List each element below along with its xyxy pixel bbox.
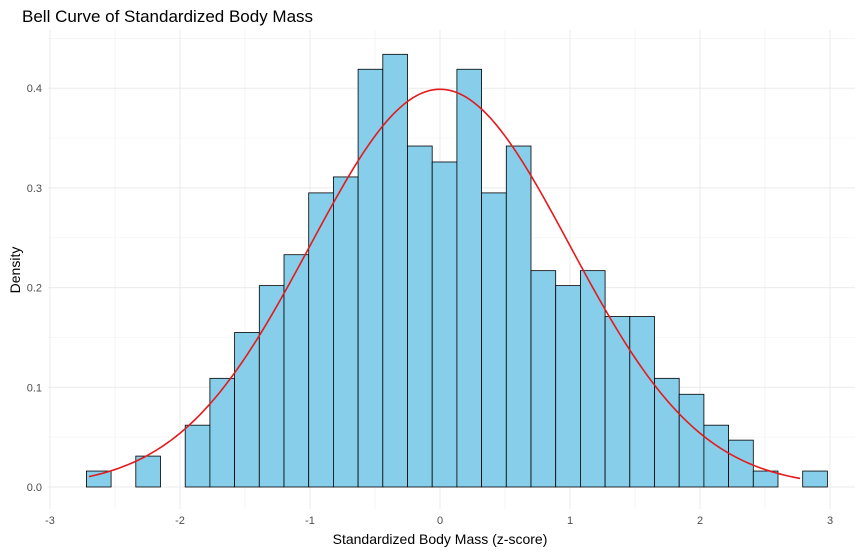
y-tick-label: 0.0 [27, 482, 42, 494]
x-tick-label: -3 [45, 515, 55, 527]
histogram-bars [86, 53, 828, 488]
y-axis-title: Density [7, 247, 23, 294]
x-tick-label: 1 [567, 515, 573, 527]
histogram-bar [604, 316, 631, 488]
histogram-bar [703, 424, 730, 488]
histogram-bar [555, 285, 581, 488]
x-tick-label: 2 [697, 515, 703, 527]
histogram-bar [283, 254, 310, 488]
y-axis-ticks: 0.0 0.1 0.2 0.3 0.4 [27, 83, 42, 494]
chart-title: Bell Curve of Standardized Body Mass [22, 7, 313, 26]
histogram-bar [580, 270, 606, 488]
y-tick-label: 0.3 [27, 183, 42, 195]
x-axis-title: Standardized Body Mass (z-score) [333, 531, 548, 547]
y-tick-label: 0.2 [27, 283, 42, 295]
histogram-bar [382, 53, 408, 488]
histogram-bar [752, 470, 779, 488]
histogram-bar [802, 470, 828, 488]
x-axis-ticks: -3 -2 -1 0 1 2 3 [45, 515, 833, 527]
histogram-bar [530, 270, 557, 488]
x-tick-label: 3 [827, 515, 833, 527]
histogram-bar [308, 192, 334, 488]
histogram-bar [135, 455, 161, 488]
histogram-bar [258, 285, 285, 488]
y-tick-label: 0.1 [27, 382, 42, 394]
histogram-bar [654, 377, 680, 488]
histogram-bar [86, 470, 112, 488]
histogram-bar [678, 393, 705, 488]
y-tick-label: 0.4 [27, 83, 42, 95]
histogram-bar [357, 68, 384, 488]
x-tick-label: 0 [437, 515, 443, 527]
histogram-bar [407, 145, 433, 488]
density-curve [88, 88, 801, 480]
histogram-bar [332, 176, 359, 488]
histogram-bar [629, 316, 655, 488]
x-tick-label: -2 [175, 515, 185, 527]
histogram-bar [431, 161, 458, 488]
histogram-bar [456, 68, 482, 488]
x-tick-label: -1 [305, 515, 315, 527]
histogram-bar [481, 192, 507, 488]
histogram-bar [209, 377, 235, 488]
histogram-bar [505, 145, 532, 488]
histogram-bar [184, 424, 211, 488]
histogram-bar [234, 332, 260, 488]
